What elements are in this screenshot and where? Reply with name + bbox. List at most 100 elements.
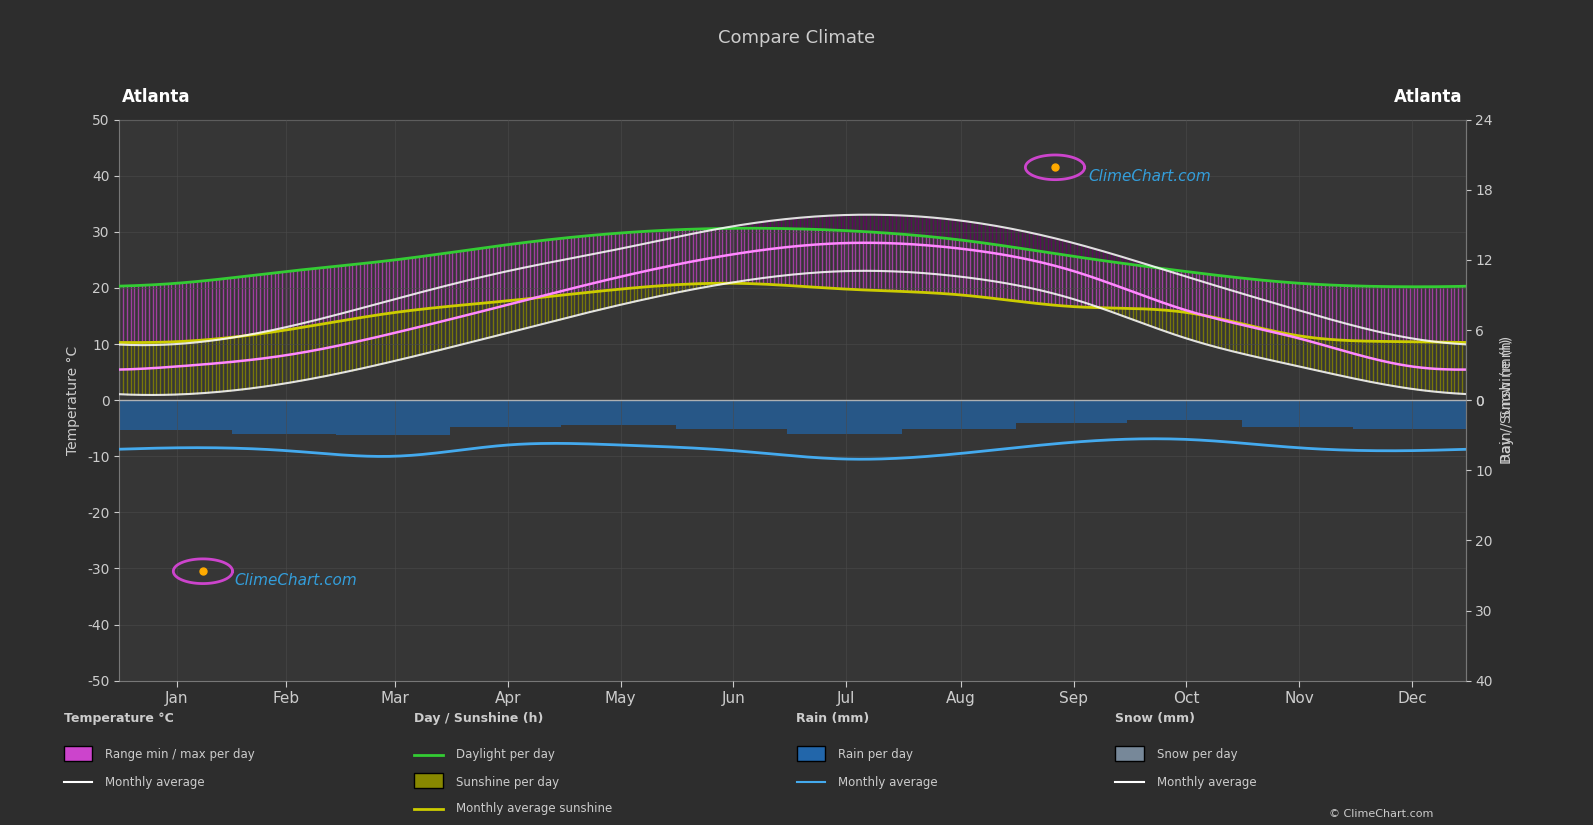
- Bar: [1364, 400, 1367, 429]
- Bar: [820, 400, 824, 434]
- Bar: [1212, 400, 1215, 420]
- Bar: [624, 400, 628, 425]
- Bar: [495, 400, 499, 427]
- Bar: [1461, 400, 1464, 429]
- Bar: [199, 400, 202, 402]
- Bar: [1098, 400, 1101, 423]
- Bar: [972, 400, 975, 429]
- Bar: [986, 400, 991, 429]
- Bar: [849, 400, 854, 434]
- Bar: [1238, 400, 1243, 420]
- Bar: [943, 400, 946, 429]
- Bar: [406, 400, 409, 435]
- Bar: [577, 400, 580, 425]
- Bar: [1075, 400, 1078, 423]
- Bar: [1246, 400, 1249, 427]
- Bar: [440, 400, 443, 435]
- Bar: [177, 400, 180, 402]
- Bar: [236, 400, 239, 401]
- Bar: [868, 400, 871, 434]
- Bar: [887, 400, 890, 434]
- Bar: [484, 400, 487, 427]
- Bar: [1042, 400, 1047, 423]
- Bar: [1193, 400, 1198, 420]
- Bar: [233, 400, 236, 401]
- Bar: [621, 400, 624, 425]
- Bar: [1179, 400, 1182, 420]
- Bar: [1416, 400, 1419, 429]
- Bar: [317, 400, 322, 434]
- Bar: [284, 400, 288, 401]
- Bar: [664, 400, 669, 425]
- Bar: [487, 400, 491, 427]
- Bar: [513, 400, 518, 427]
- Bar: [1427, 400, 1431, 429]
- Bar: [669, 400, 672, 425]
- Bar: [158, 400, 162, 402]
- Bar: [599, 400, 602, 425]
- Bar: [462, 400, 465, 427]
- Bar: [1305, 400, 1308, 427]
- Bar: [1394, 400, 1397, 429]
- Bar: [1050, 400, 1053, 423]
- Bar: [703, 400, 706, 429]
- Bar: [1301, 400, 1305, 427]
- Bar: [1139, 400, 1142, 420]
- Bar: [454, 400, 457, 427]
- Bar: [757, 400, 761, 429]
- Bar: [1064, 400, 1067, 423]
- Bar: [1072, 400, 1075, 423]
- Bar: [524, 400, 529, 427]
- Bar: [1131, 400, 1134, 420]
- Bar: [532, 400, 535, 427]
- Bar: [465, 400, 468, 427]
- Bar: [244, 400, 247, 401]
- Bar: [266, 400, 269, 434]
- Bar: [239, 400, 244, 434]
- Bar: [1423, 400, 1427, 429]
- Bar: [997, 400, 1002, 429]
- Bar: [1327, 400, 1330, 427]
- Bar: [147, 400, 151, 430]
- Bar: [865, 400, 868, 434]
- Bar: [392, 400, 395, 435]
- Bar: [1109, 400, 1112, 423]
- Bar: [521, 400, 524, 427]
- Bar: [1168, 400, 1171, 420]
- Bar: [746, 400, 750, 429]
- Bar: [876, 400, 879, 434]
- Bar: [1335, 400, 1338, 427]
- Text: Rain per day: Rain per day: [838, 748, 913, 761]
- Bar: [860, 400, 865, 434]
- Bar: [1215, 400, 1220, 420]
- Bar: [1145, 400, 1150, 420]
- Bar: [1442, 400, 1445, 429]
- Bar: [143, 400, 147, 430]
- Bar: [1397, 400, 1400, 429]
- Text: © ClimeChart.com: © ClimeChart.com: [1329, 808, 1434, 818]
- Bar: [1279, 400, 1282, 427]
- Bar: [135, 400, 140, 402]
- Bar: [1142, 400, 1145, 420]
- Bar: [1201, 400, 1204, 420]
- Bar: [846, 400, 849, 434]
- Bar: [588, 400, 591, 425]
- Bar: [765, 400, 768, 429]
- Bar: [228, 400, 233, 402]
- Bar: [728, 400, 731, 429]
- Bar: [395, 400, 398, 435]
- Bar: [1204, 400, 1209, 420]
- Bar: [1386, 400, 1389, 429]
- Bar: [742, 400, 746, 429]
- Bar: [636, 400, 639, 425]
- Bar: [1117, 400, 1120, 423]
- Text: Range min / max per day: Range min / max per day: [105, 748, 255, 761]
- Bar: [1039, 400, 1042, 423]
- Bar: [817, 400, 820, 434]
- Bar: [365, 400, 370, 435]
- Bar: [299, 400, 303, 434]
- Bar: [124, 400, 129, 402]
- Bar: [969, 400, 972, 429]
- Bar: [535, 400, 538, 427]
- Bar: [790, 400, 795, 434]
